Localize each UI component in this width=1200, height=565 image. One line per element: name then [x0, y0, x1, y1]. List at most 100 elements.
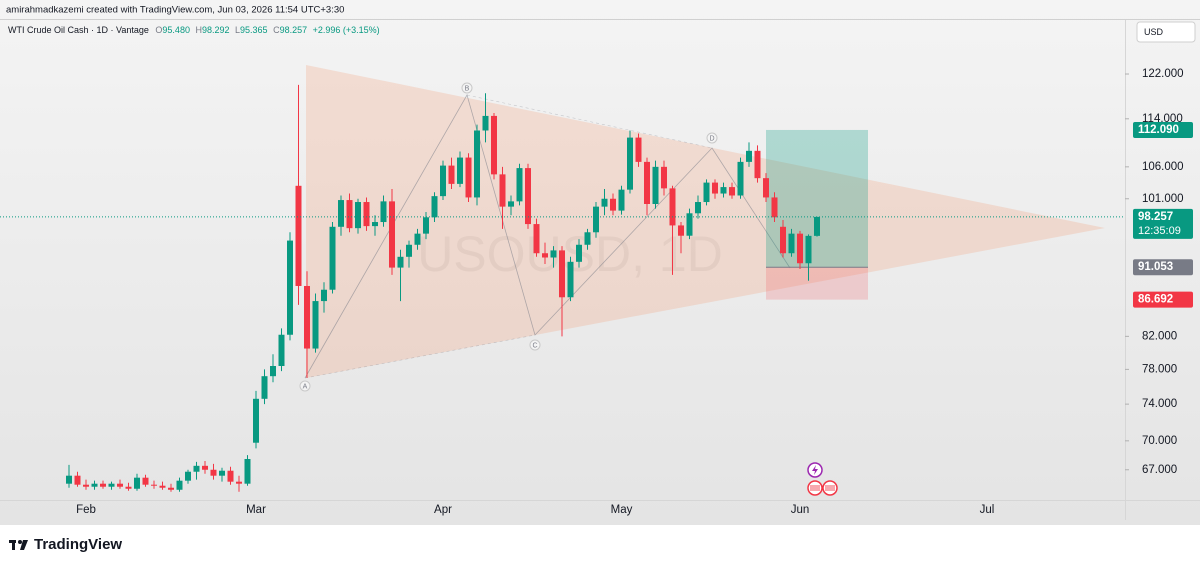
candle-body — [287, 240, 293, 335]
triangle-pattern — [306, 65, 1105, 378]
candle-body — [304, 285, 310, 349]
legend: WTI Crude Oil Cash · 1D · Vantage O95.48… — [8, 25, 380, 35]
event-icon-glyph — [825, 485, 835, 491]
candle-body — [125, 486, 132, 489]
price-label: 112.090 — [1138, 124, 1179, 136]
price-label-box — [1133, 259, 1193, 276]
candle-body — [210, 469, 217, 476]
candle-body — [380, 201, 387, 223]
y-tick-label: 67.000 — [1142, 464, 1177, 476]
header-text: amirahmadkazemi created with TradingView… — [6, 5, 344, 16]
candle-body — [414, 233, 421, 245]
pattern-label: B — [465, 85, 470, 92]
candle-body — [270, 365, 276, 377]
candle-body — [372, 222, 378, 227]
footer-background — [0, 525, 1200, 565]
candle-body — [508, 201, 514, 207]
candle-body — [457, 157, 463, 184]
candle-body — [431, 196, 438, 218]
candle-body — [516, 168, 523, 202]
candle-body — [652, 166, 659, 204]
candle-body — [763, 178, 769, 198]
currency-button[interactable] — [1136, 21, 1196, 43]
candle-body — [168, 487, 174, 490]
pattern-label: D — [709, 135, 714, 142]
price-label: 91.053 — [1138, 261, 1173, 273]
candle-body — [814, 216, 820, 236]
candle-body — [423, 217, 429, 234]
candle-body — [491, 115, 497, 175]
candle-body — [771, 197, 778, 218]
candle-body — [295, 185, 302, 286]
candle-body — [227, 470, 234, 482]
candle-body — [601, 198, 608, 207]
y-tick-label: 70.000 — [1142, 435, 1177, 447]
candle-body — [244, 458, 251, 484]
x-tick-label: Jun — [791, 504, 810, 516]
candle-body — [440, 165, 446, 197]
candle-body — [567, 261, 574, 298]
legend-key: C — [273, 25, 280, 35]
legend-key: L — [235, 25, 240, 35]
abcd-guide — [304, 334, 536, 379]
legend-key: H — [195, 25, 202, 35]
y-tick-label: 82.000 — [1142, 330, 1177, 342]
x-tick-label: May — [611, 504, 633, 516]
logo-part — [12, 540, 15, 550]
pattern-label: C — [532, 342, 537, 349]
candle-body — [788, 233, 795, 254]
candle-body — [134, 477, 140, 489]
pattern-point — [299, 380, 311, 392]
candle-body — [482, 115, 489, 131]
candle-body — [720, 187, 727, 194]
candle-body — [346, 200, 353, 229]
candle-body — [669, 188, 676, 226]
candle-body — [584, 232, 591, 245]
candle-body — [661, 166, 667, 189]
candle-body — [525, 168, 531, 225]
pattern-point — [706, 132, 718, 144]
candle-body — [193, 465, 200, 472]
candle-body — [754, 150, 761, 179]
y-tick-label: 74.000 — [1142, 398, 1177, 410]
candle-body — [635, 137, 642, 162]
candle-body — [389, 201, 395, 268]
legend-key: O — [155, 25, 162, 35]
candle-body — [312, 301, 319, 349]
candle-body — [159, 485, 166, 488]
price-label: 86.692 — [1138, 294, 1173, 306]
candle-body — [83, 484, 89, 487]
candle-body — [627, 137, 633, 190]
position-stop-zone — [766, 267, 868, 300]
candle-body — [321, 289, 327, 302]
candle-body — [474, 130, 480, 198]
candle-body — [355, 202, 361, 229]
y-tick-label: 122.000 — [1142, 68, 1184, 80]
candle-body — [499, 174, 506, 207]
x-tick-label: Mar — [246, 504, 266, 516]
candle-body — [542, 253, 548, 258]
candle-body — [253, 398, 259, 443]
pattern-point — [461, 82, 473, 94]
y-tick-label: 106.000 — [1142, 161, 1184, 173]
candle-body — [678, 225, 684, 236]
x-tick-label: Apr — [434, 504, 452, 516]
candle-body — [737, 161, 744, 196]
price-label-box — [1133, 121, 1193, 138]
candle-body — [465, 157, 472, 198]
price-label-box — [1133, 291, 1193, 308]
candle-body — [219, 470, 225, 476]
candle-body — [338, 200, 344, 227]
candle-body — [686, 213, 693, 236]
legend-value: 98.257 — [280, 25, 308, 35]
candle-body — [805, 235, 812, 264]
candle-body — [66, 475, 72, 484]
candle-body — [74, 475, 81, 485]
candle-body — [550, 250, 557, 258]
candle-body — [448, 165, 455, 184]
candle-body — [746, 150, 752, 162]
candle-body — [363, 202, 370, 227]
candle-body — [593, 206, 599, 233]
footer-logo — [9, 540, 28, 550]
pattern-point — [529, 339, 541, 351]
